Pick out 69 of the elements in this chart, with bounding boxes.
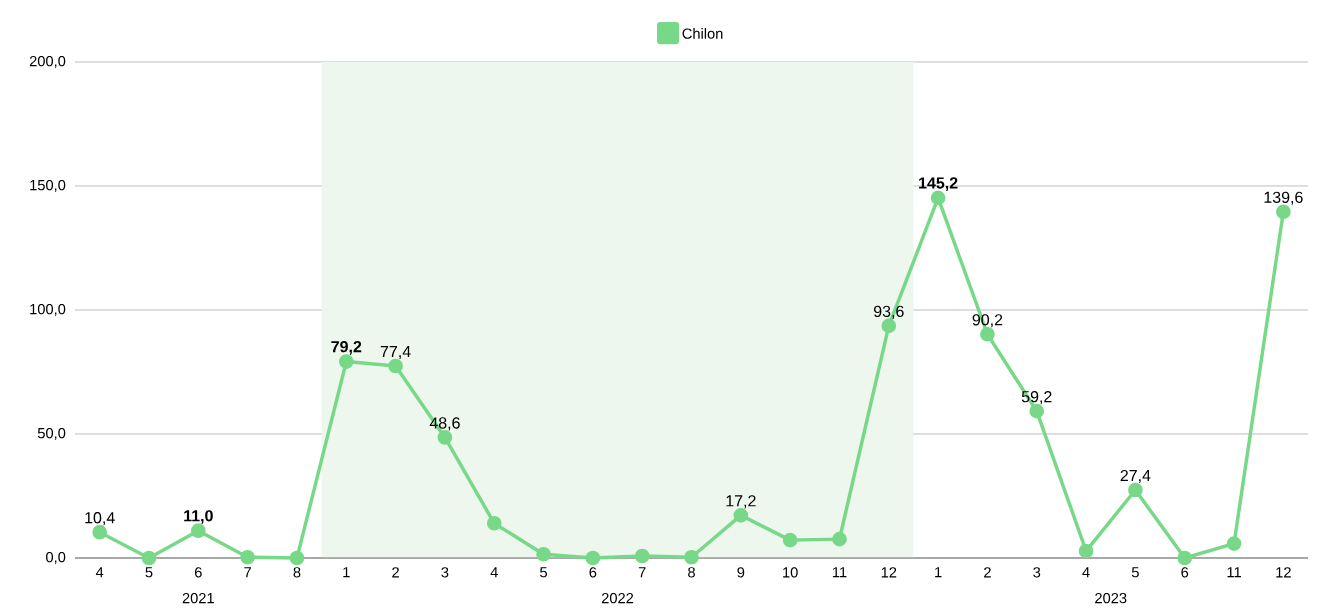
x-tick-label: 2: [984, 567, 991, 578]
x-tick-label: 9: [737, 567, 745, 578]
legend-label: Chilon: [682, 28, 723, 39]
data-label: 90,2: [972, 314, 1003, 328]
point: [585, 550, 601, 566]
x-tick-label: 12: [881, 567, 897, 578]
x-tick-label: 8: [293, 567, 301, 578]
data-label: 79,2: [331, 340, 362, 355]
data-label: 145,2: [919, 177, 958, 191]
data-label: 77,4: [380, 346, 411, 360]
point: [388, 358, 403, 374]
text: 2021: [182, 592, 214, 604]
x-tick-label: 5: [145, 567, 153, 578]
point: [536, 546, 551, 562]
y-tick-label: 150,0: [30, 179, 66, 193]
point: [1128, 482, 1143, 498]
data-label: 17,2: [726, 495, 756, 509]
point: [881, 318, 897, 334]
point: [338, 354, 354, 369]
x-tick-label: 3: [1033, 567, 1041, 578]
data-label: 48,6: [429, 417, 460, 431]
data-label: 139,6: [1264, 191, 1303, 205]
point: [782, 532, 798, 548]
y-tick-label: 50,0: [37, 427, 66, 441]
x-tick-label: 7: [244, 567, 251, 578]
point: [1276, 204, 1291, 220]
y-tick-label: 100,0: [30, 303, 66, 317]
point: [1226, 536, 1242, 551]
point: [289, 550, 305, 566]
x-tick-label: 4: [95, 567, 104, 578]
point: [634, 548, 650, 564]
x-tick-label: 11: [1227, 567, 1241, 578]
x-tick-label: 10: [783, 567, 798, 578]
y-tick-label: 200,0: [29, 55, 66, 69]
data-label: 11,0: [184, 510, 213, 524]
point: [92, 524, 108, 540]
point: [1177, 550, 1193, 566]
x-tick-label: 4: [1082, 567, 1090, 578]
point: [437, 430, 453, 445]
point: [684, 549, 699, 565]
x-tick-label: 1: [343, 567, 350, 578]
text: 2022: [601, 592, 634, 604]
data-label: 93,6: [873, 305, 904, 319]
x-tick-label: 4: [490, 567, 498, 578]
x-tick-label: 1: [935, 567, 942, 578]
text: 2023: [1095, 592, 1127, 604]
x-tick-label: 5: [1131, 567, 1139, 578]
x-tick-label: 3: [441, 567, 449, 578]
x-tick-label: 7: [638, 567, 646, 578]
point: [1078, 543, 1094, 559]
x-tick-label: 6: [194, 567, 202, 578]
point: [832, 531, 847, 547]
point: [141, 550, 157, 566]
data-label: 10,4: [85, 512, 115, 526]
x-tick-label: 11: [832, 567, 847, 578]
x-tick-label: 5: [540, 567, 548, 578]
y-tick-label: 0,0: [46, 551, 66, 565]
point: [930, 190, 946, 206]
x-tick-label: 8: [688, 567, 695, 578]
point: [240, 549, 255, 565]
x-tick-label: 6: [1181, 567, 1189, 578]
data-label: 27,4: [1120, 469, 1151, 484]
point: [190, 523, 206, 539]
x-tick-label: 12: [1276, 567, 1291, 578]
x-tick-label: 2: [392, 567, 399, 578]
point: [486, 515, 502, 531]
data-label: 59,2: [1021, 391, 1052, 405]
x-tick-label: 6: [589, 567, 597, 578]
point: [1029, 403, 1045, 419]
